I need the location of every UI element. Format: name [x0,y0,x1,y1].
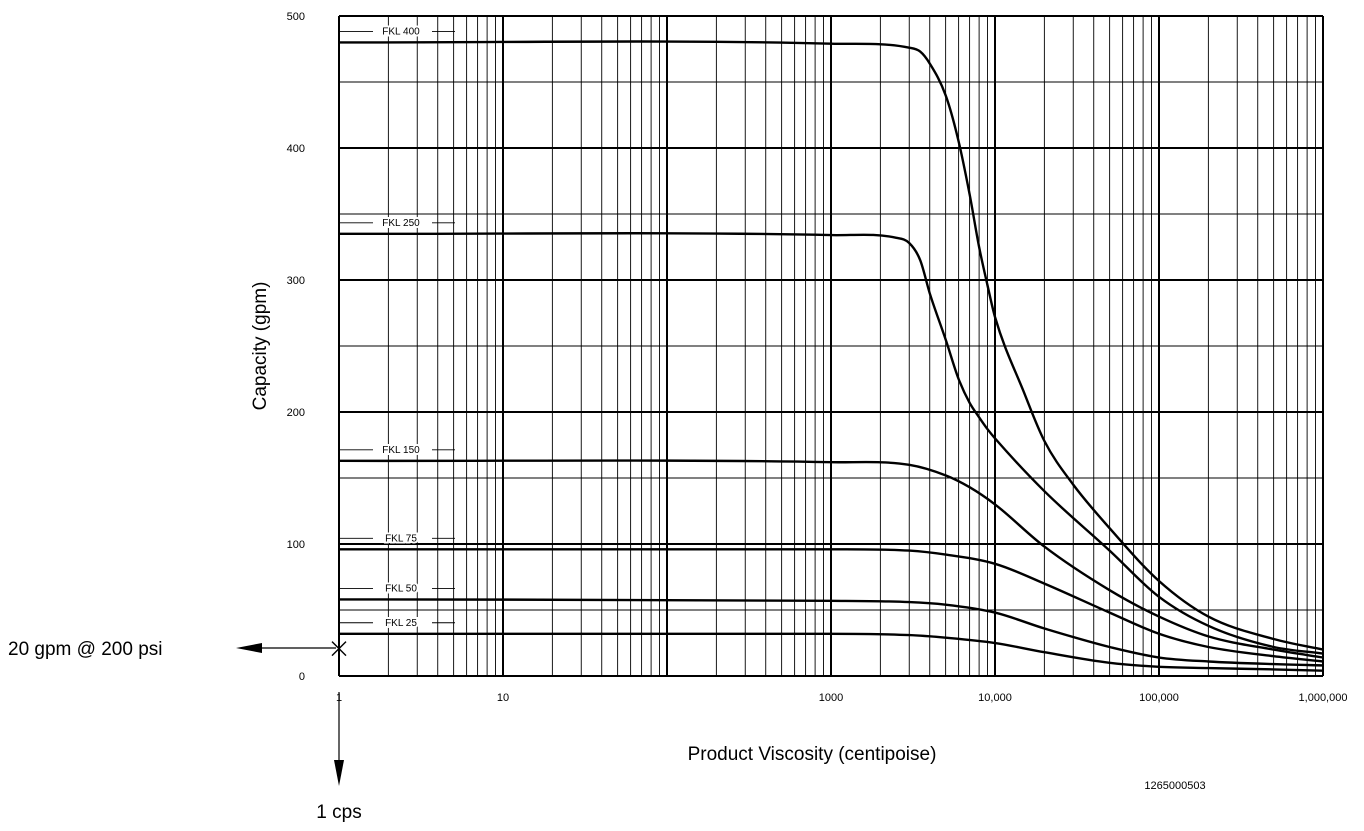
y-callout: 20 gpm @ 200 psi [8,639,336,660]
series-label: FKL 75 [385,533,417,544]
x-tick-label: 100,000 [1139,692,1179,704]
series-line-fkl-75 [338,548,1324,663]
y-tick-label: 200 [287,407,305,419]
y-tick-labels: 0 100 200 300 400 500 [287,11,305,683]
series-label: FKL 50 [385,583,417,594]
series-labels: FKL 400 FKL 250 FKL 150 FKL 75 FKL 50 FKL 25 [339,24,455,631]
x-axis-label: Product Viscosity (centipoise) [688,744,937,765]
series-line-fkl-400 [338,40,1324,651]
series-label: FKL 25 [385,618,417,629]
y-callout-text: 20 gpm @ 200 psi [8,639,163,660]
x-tick-label: 1,000,000 [1299,692,1348,704]
y-tick-label: 300 [287,275,305,287]
x-callout-text: 1 cps [316,802,361,823]
x-tick-label: 10,000 [978,692,1012,704]
grid-lines [338,15,1324,677]
y-tick-label: 0 [299,671,305,683]
series-curves [338,40,1324,672]
origin-marker-stroke [331,641,347,657]
series-line-fkl-25 [339,632,1324,672]
series-label: FKL 400 [382,26,420,37]
series-label: FKL 150 [382,445,420,456]
series-line-fkl-250 [338,232,1324,655]
x-tick-label: 1000 [819,692,843,704]
origin-marker [331,641,347,657]
y-callout-arrowhead [236,643,262,653]
x-callout-arrowhead [334,760,344,786]
y-tick-label: 100 [287,539,305,551]
series-line-fkl-150 [338,459,1324,659]
drawing-code: 1265000503 [1144,780,1205,792]
series-line-fkl-50 [338,598,1324,667]
series-label: FKL 250 [382,218,420,229]
y-axis-label: Capacity (gpm) [250,282,271,411]
x-tick-label: 10 [497,692,509,704]
y-tick-label: 400 [287,143,305,155]
y-tick-label: 500 [287,11,305,23]
x-callout: 1 cps [316,692,362,823]
